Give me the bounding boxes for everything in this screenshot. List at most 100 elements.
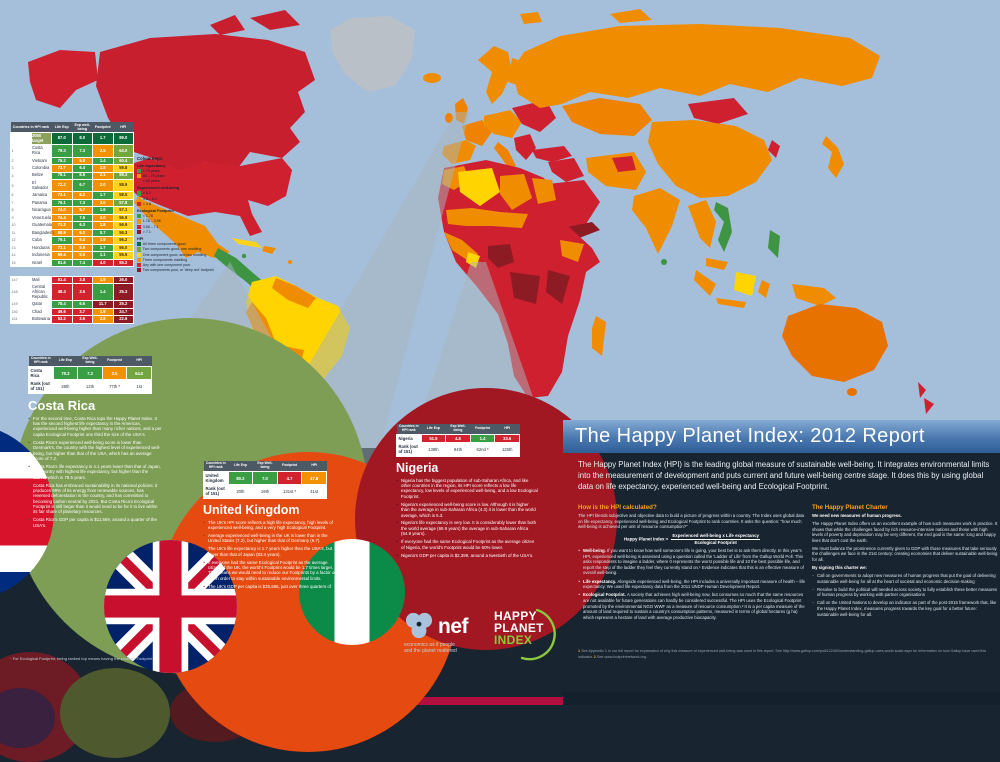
table-row: 11 Bangladesh 68.9 5.0 0.7 56.3	[10, 228, 134, 238]
legend-item-label: 60 – 75 years	[142, 173, 165, 178]
bullet-item: Resolve to build the political will need…	[812, 587, 998, 598]
costa-rica-table: Countries in HPI rank Life Exp Exp Well-be…	[28, 356, 162, 394]
legend-swatch-icon	[137, 262, 142, 268]
charter-bullets: Call on governments to adopt new measure…	[812, 573, 998, 617]
table-row: 12 Cuba 79.1 5.4 1.9 56.2	[10, 236, 134, 245]
legend-swatch-icon	[137, 196, 142, 201]
table-row: 147 Mali 51.4 3.8 1.9 26.0	[10, 275, 134, 285]
table-row: 148 Central African Republic 48.4 3.6 1.4 25.…	[10, 283, 134, 302]
legend-item-label: One component good, and two middling	[142, 252, 207, 257]
legend-item: Two components good, one middling	[137, 247, 223, 252]
united-kingdom-heading: United Kingdom	[203, 502, 300, 517]
table-row: Costa Rica 79.3 7.3 2.5 64.0	[28, 365, 152, 381]
legend-swatch-icon	[137, 179, 142, 184]
charter-by-signing: By signing this charter we:	[812, 564, 867, 570]
bullet-item: If everyone had the same Ecological Foot…	[203, 560, 337, 582]
costa-rica-bullets: For the second time, Costa Rica tops the…	[28, 416, 162, 529]
hpi-logo-swoosh-icon	[520, 608, 556, 661]
table-row: 10 Guatemala 71.2 6.3 1.8 56.9	[10, 221, 134, 230]
nef-tagline-line2: and the planet mattered	[404, 648, 457, 655]
how-is-hpi-calculated-section: How is the HPI calculated? The HPI blend…	[578, 504, 806, 623]
legend-item-label: > 6.2	[142, 191, 151, 196]
costa-rica-callout: Countries in HPI rank Life Exp Exp Well-be…	[28, 356, 162, 531]
legend-swatch-icon	[137, 257, 142, 262]
legend-item-label: < 1.78	[142, 214, 153, 219]
legend-item-label: 3.56 – 7.1	[142, 224, 159, 229]
hpi-formula: Happy Planet Index ≈ Experienced well-be…	[578, 533, 806, 545]
table-row: 2 Vietnam 75.2 5.8 1.4 60.4	[10, 156, 134, 166]
legend-item: 1.78 – 3.56	[137, 219, 223, 224]
bullet-item: Costa Rica's experienced well-being scor…	[28, 440, 162, 462]
legend-swatch-icon	[137, 268, 142, 273]
footnote-1-mark: 1	[578, 649, 581, 653]
costa-rica-heading: Costa Rica	[28, 397, 96, 413]
bullet-item: Well-being. If you want to know how well…	[578, 548, 806, 576]
bullet-item: Nigeria has the biggest population of su…	[396, 478, 538, 500]
legend-section: Life expectancy > 75 years 60 – 75 years < …	[137, 164, 223, 184]
footnote-2-mark: 2	[593, 654, 596, 659]
legend-sections: Life expectancy > 75 years 60 – 75 years < …	[137, 164, 223, 273]
nigeria-bullets: Nigeria has the biggest population of su…	[396, 478, 538, 559]
legend-section-title: Experienced well-being	[137, 186, 180, 191]
bullet-item: Nigeria's GDP per capita is $2,399, arou…	[396, 553, 538, 559]
legend-item-label: > 7.1	[142, 229, 151, 234]
legend-swatch-icon	[137, 168, 142, 173]
table-row: Nigeria 51.9 4.8 1.4 33.6	[396, 433, 520, 444]
table-row: 1 Costa Rica 79.3 7.3 2.5 64.0	[10, 144, 134, 158]
footnote-sources: 1 See Appendix 1 in our full report for …	[578, 649, 994, 660]
legend-section: HPI All three components good Two componen…	[137, 237, 223, 273]
how-paragraph: The HPI blends subjective and objective …	[578, 513, 805, 530]
nef-wordmark: nef	[438, 614, 469, 638]
bullet-item: Costa Rica's GDP per capita is $11,569, …	[28, 517, 162, 528]
table-row: 150 Chad 49.6 3.7 1.9 24.7	[10, 307, 134, 317]
legend-title: Colour keys:	[137, 156, 164, 161]
bullet-item: Nigeria's experienced well-being score i…	[396, 502, 538, 518]
table-row: 5 El Salvador 72.2 6.7 2.0 58.9	[10, 179, 134, 193]
united-kingdom-table: Countries in HPI rank Life Exp Exp Well-be…	[203, 461, 337, 499]
legend-swatch-icon	[137, 191, 142, 196]
nef-tagline-line1: economics as if people	[404, 642, 455, 648]
legend-item: < 4.8	[137, 201, 223, 206]
bullet-item: If everyone had the same Ecological Foot…	[396, 539, 538, 550]
legend-item-label: < 60 years	[142, 179, 160, 184]
footnote-footprint-rank: * For Ecological Footprint, being ranked…	[10, 656, 330, 661]
table-row: 8 Nicaragua 74.0 5.7 1.6 57.1	[10, 206, 134, 215]
legend-item-label: Three components middling	[142, 257, 188, 262]
legend-swatch-icon	[137, 229, 142, 234]
nigeria-callout: Countries in HPI rank Life Exp Exp Well-be…	[396, 424, 538, 561]
legend-item: > 7.1	[137, 229, 223, 234]
formula-numerator: Experienced well-being x Life expectancy	[671, 532, 760, 540]
charter-paragraph-1: The Happy Planet Index offers us an exce…	[812, 521, 998, 543]
title-bar: The Happy Planet Index: 2012 Report	[563, 420, 1000, 453]
bullet-item: Costa Rica's life expectancy is 4.1 year…	[28, 464, 162, 480]
nef-clover-icon	[405, 612, 433, 639]
hpi-logo-line2: PLANET	[494, 620, 544, 635]
united-kingdom-bullets: The UK's HPI score reflects a high life …	[203, 520, 337, 595]
colour-key-legend: Colour keys: Life expectancy > 75 years 60…	[137, 156, 223, 275]
formula-lhs: Happy Planet Index ≈	[623, 536, 669, 542]
intro-paragraph: The Happy Planet Index (HPI) is the lead…	[578, 460, 990, 491]
hpi-logo-line3: INDEX	[494, 632, 533, 647]
nigeria-heading: Nigeria	[396, 460, 439, 475]
table-row: 6 Jamaica 73.1 6.2 1.7 58.5	[10, 191, 134, 200]
bullet-item: For the second time, Costa Rica tops the…	[28, 416, 162, 438]
bullet-item: The UK's HPI score reflects a high life …	[203, 520, 337, 531]
legend-swatch-icon	[137, 201, 142, 206]
legend-item-label: 4.8 – 6.2	[142, 196, 157, 201]
how-bullets: Well-being. If you want to know how well…	[578, 548, 806, 620]
table-row	[11, 267, 134, 277]
footnote-1-text: See Appendix 1 in our full report for ex…	[578, 649, 987, 659]
legend-swatch-icon	[137, 224, 142, 229]
legend-item-label: Two components good, one middling	[142, 247, 202, 252]
bullet-item: Ecological Footprint. A society that ach…	[578, 592, 806, 620]
table-row: Rank (out of 151) 139th 94th 62nd * 125th	[396, 442, 520, 457]
legend-swatch-icon	[137, 214, 142, 219]
table-row: 4 Belize 76.1 6.5 2.1 59.3	[10, 171, 134, 181]
legend-item: 3.56 – 7.1	[137, 224, 223, 229]
table-row: 15 Israel 81.6 7.4 4.0 55.2	[10, 258, 134, 268]
legend-item-label: All three components good	[142, 242, 186, 247]
legend-item: One component good, and two middling	[137, 252, 223, 257]
table-row: Rank (out of 151) 20th 19th 131st * 41st	[203, 484, 327, 499]
legend-item: > 6.2	[137, 191, 223, 196]
decor-strip-dark	[563, 692, 1000, 705]
